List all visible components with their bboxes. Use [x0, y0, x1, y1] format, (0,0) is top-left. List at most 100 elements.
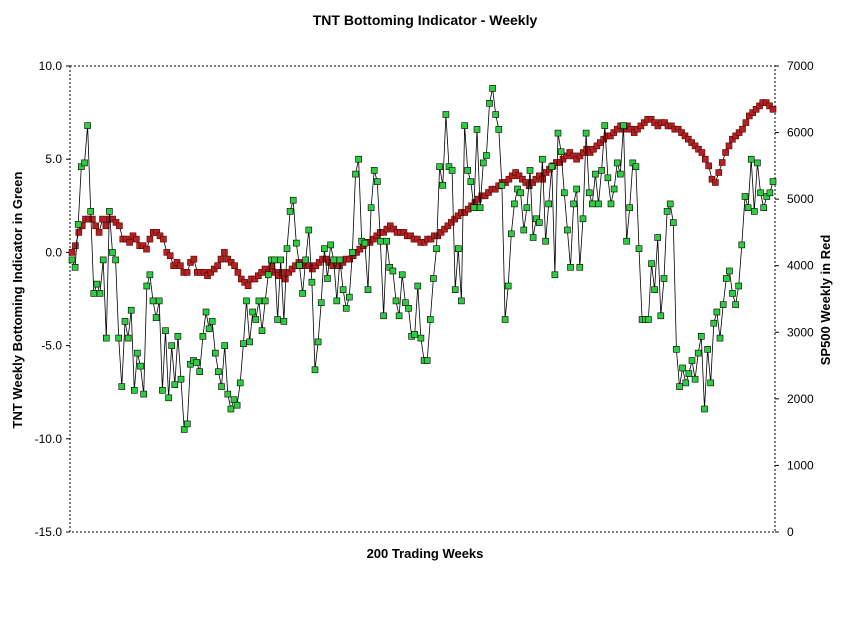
tnt-point: [595, 200, 602, 208]
tnt-point: [564, 226, 571, 234]
left-tick-label: -10.0: [35, 432, 63, 446]
tnt-point: [663, 208, 671, 215]
tnt-point: [757, 189, 764, 197]
tnt-point: [264, 271, 272, 279]
sp500-point: [241, 279, 248, 286]
tnt-point: [436, 163, 443, 170]
tnt-point: [688, 357, 696, 364]
tnt-point: [336, 256, 344, 264]
tnt-point: [218, 383, 225, 390]
tnt-point: [576, 263, 584, 271]
tnt-point: [330, 256, 338, 264]
tnt-point: [199, 332, 207, 340]
tnt-point: [517, 189, 524, 197]
tnt-point: [582, 129, 590, 137]
tnt-point: [704, 345, 711, 353]
tnt-point: [504, 282, 512, 290]
tnt-point: [498, 182, 506, 189]
tnt-point: [479, 159, 487, 167]
right-tick-label: 0: [787, 525, 794, 539]
sp500-point: [475, 195, 482, 203]
sp500-point: [529, 179, 536, 186]
tnt-point: [750, 208, 758, 215]
tnt-point: [177, 375, 185, 383]
tnt-point: [215, 368, 222, 376]
tnt-point: [271, 256, 278, 264]
sp500-point: [214, 262, 221, 270]
tnt-point: [451, 286, 459, 294]
tnt-point: [423, 357, 431, 364]
tnt-point: [579, 215, 587, 223]
tnt-point: [439, 182, 447, 189]
sp500-point: [386, 222, 394, 230]
sp500-point: [610, 129, 618, 136]
tnt-point: [585, 189, 593, 197]
tnt-point: [417, 334, 425, 342]
tnt-point: [90, 290, 98, 297]
sp500-point: [112, 219, 120, 226]
tnt-point: [212, 349, 219, 357]
tnt-point: [302, 256, 310, 264]
tnt-point: [679, 364, 686, 372]
tnt-point: [483, 152, 490, 159]
tnt-point: [495, 126, 503, 133]
y-axis-left-label: TNT Weekly Bottoming Indicator in Green: [10, 171, 25, 428]
tnt-point: [738, 241, 746, 249]
sp500-point: [563, 152, 570, 160]
tnt-point: [701, 405, 708, 413]
sp500-point: [92, 222, 99, 230]
tnt-point: [470, 204, 478, 211]
tnt-point: [651, 286, 658, 294]
tnt-point: [542, 237, 549, 245]
tnt-point: [454, 245, 462, 252]
tnt-point: [137, 362, 144, 370]
sp500-point: [173, 259, 181, 266]
tnt-point: [134, 349, 141, 357]
tnt-point: [707, 379, 715, 387]
tnt-point: [246, 338, 253, 346]
tnt-point: [464, 167, 472, 174]
tnt-point: [458, 297, 465, 305]
tnt-point: [84, 122, 91, 129]
sp500-point: [519, 175, 526, 183]
tnt-point: [716, 334, 724, 342]
tnt-point: [769, 178, 777, 185]
tnt-point: [124, 334, 132, 342]
sp500-point: [590, 145, 597, 153]
tnt-point: [333, 297, 341, 305]
tnt-point: [760, 204, 768, 211]
tnt-point: [127, 306, 135, 314]
sp500-point: [569, 152, 577, 160]
sp500-point: [434, 232, 442, 240]
tnt-point: [345, 293, 353, 301]
sp500-point: [99, 215, 106, 223]
sp500-point: [512, 169, 519, 176]
sp500-point: [116, 222, 123, 230]
sp500-point: [674, 125, 682, 133]
sp500-point: [129, 232, 137, 240]
tnt-point: [115, 334, 122, 342]
sp500-point: [695, 145, 702, 153]
tnt-point: [719, 301, 727, 308]
tnt-point: [747, 155, 755, 163]
tnt-point: [669, 219, 677, 226]
sp500-point: [156, 232, 164, 240]
tnt-point: [473, 126, 481, 133]
tnt-point: [155, 297, 163, 305]
tnt-point: [367, 204, 375, 211]
sp500-point: [535, 172, 543, 180]
left-y-axis: 10.0 5.0 0.0 -5.0 -10.0 -15.0: [35, 59, 70, 539]
sp500-point: [153, 229, 160, 236]
sp500-point: [766, 102, 773, 110]
tnt-point: [286, 208, 294, 215]
sp500-point: [532, 175, 540, 183]
sp500-point: [383, 225, 391, 233]
tnt-point: [726, 267, 733, 275]
sp500-point: [227, 259, 235, 266]
tnt-point: [766, 189, 774, 197]
tnt-point: [610, 185, 618, 193]
left-tick-label: -15.0: [35, 525, 63, 539]
tnt-point: [592, 170, 599, 178]
tnt-point: [106, 208, 113, 215]
tnt-point: [729, 290, 736, 297]
